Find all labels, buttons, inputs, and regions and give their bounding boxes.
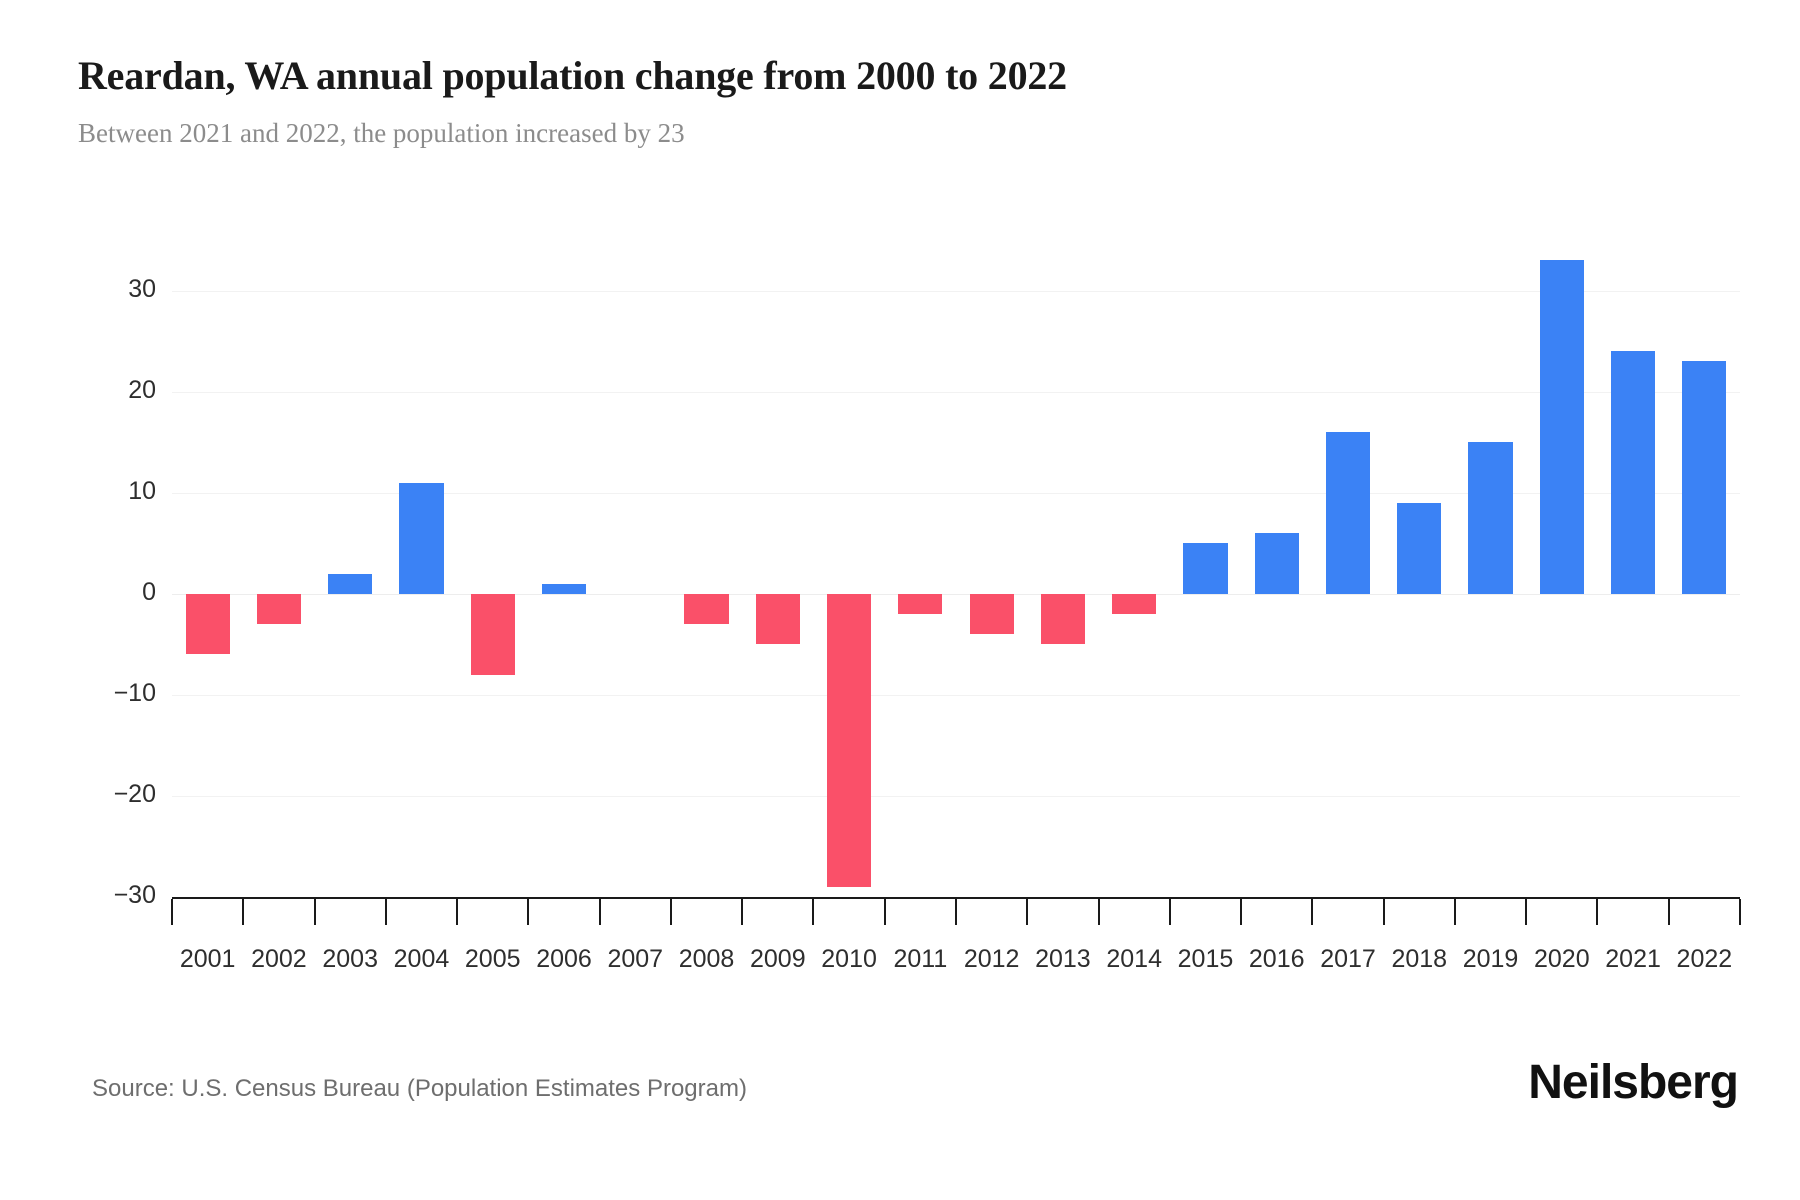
x-tick-label-2008: 2008	[678, 945, 735, 973]
y-tick-label: −30	[113, 881, 156, 909]
x-tick-mark	[1382, 899, 1385, 925]
x-tick-mark	[171, 899, 173, 925]
x-tick-label-2010: 2010	[821, 945, 877, 973]
y-tick-label: 10	[128, 476, 156, 505]
x-tick-label-2014: 2014	[1106, 945, 1162, 973]
x-tick-mark	[313, 899, 316, 925]
gridline	[172, 290, 1740, 292]
x-tick-label-2012: 2012	[963, 945, 1020, 973]
x-tick-mark	[1168, 899, 1171, 925]
bar-2004[interactable]	[399, 482, 444, 594]
x-tick-mark	[1525, 899, 1528, 925]
x-tick-mark	[1739, 899, 1741, 925]
x-tick-label-2019: 2019	[1462, 945, 1519, 973]
bar-2020[interactable]	[1539, 260, 1584, 594]
x-tick-mark	[1596, 899, 1599, 925]
bar-2017[interactable]	[1325, 432, 1371, 594]
y-tick-label: −10	[113, 678, 156, 707]
x-tick-mark	[527, 899, 530, 925]
x-tick-mark	[1026, 899, 1029, 925]
y-tick-label: 0	[142, 577, 156, 606]
x-axis-line	[172, 897, 1740, 899]
x-tick-mark	[456, 899, 459, 925]
x-tick-label-2021: 2021	[1605, 945, 1661, 973]
bar-2006[interactable]	[541, 583, 587, 594]
gridline	[172, 492, 1740, 494]
x-tick-mark	[955, 899, 957, 925]
x-tick-label-2001: 2001	[179, 945, 236, 973]
bar-2003[interactable]	[328, 573, 373, 594]
bar-2013[interactable]	[1040, 593, 1085, 645]
x-tick-label-2005: 2005	[464, 945, 521, 973]
plot-area	[172, 240, 1740, 898]
x-tick-label-2002: 2002	[251, 945, 307, 973]
bar-2022[interactable]	[1682, 361, 1727, 594]
x-tick-label-2003: 2003	[322, 945, 378, 973]
bar-2019[interactable]	[1468, 442, 1513, 594]
bar-2018[interactable]	[1397, 502, 1442, 594]
bar-2012[interactable]	[969, 593, 1014, 635]
y-tick-label: 20	[128, 375, 156, 404]
bar-2014[interactable]	[1112, 593, 1157, 614]
x-tick-label-2006: 2006	[536, 945, 592, 973]
gridline	[172, 795, 1740, 797]
gridline	[172, 593, 1740, 595]
x-tick-label-2007: 2007	[607, 945, 664, 973]
bar-2001[interactable]	[185, 593, 230, 655]
x-tick-mark	[598, 899, 601, 925]
x-tick-label-2020: 2020	[1534, 945, 1590, 973]
bar-2005[interactable]	[470, 593, 515, 675]
page-title: Reardan, WA annual population change fro…	[78, 53, 1067, 98]
x-tick-mark	[1240, 899, 1243, 925]
x-tick-mark	[669, 899, 672, 925]
x-tick-label-2016: 2016	[1248, 945, 1305, 973]
x-tick-mark	[1097, 899, 1100, 925]
x-tick-label-2011: 2011	[893, 945, 948, 973]
x-tick-mark	[1311, 899, 1314, 925]
x-tick-label-2022: 2022	[1676, 945, 1733, 973]
x-tick-label-2015: 2015	[1177, 945, 1234, 973]
y-tick-label: 30	[128, 274, 156, 303]
x-tick-label-2013: 2013	[1035, 945, 1091, 973]
bar-2011[interactable]	[898, 593, 943, 614]
x-tick-label-2018: 2018	[1391, 945, 1448, 973]
x-tick-mark	[741, 899, 744, 925]
x-tick-mark	[883, 899, 886, 925]
x-tick-mark	[812, 899, 815, 925]
gridline	[172, 391, 1740, 393]
brand-logo: Neilsberg	[1528, 1056, 1739, 1109]
x-tick-label-2009: 2009	[750, 945, 806, 973]
x-tick-label-2017: 2017	[1320, 945, 1376, 973]
x-tick-mark	[1667, 899, 1670, 925]
bar-2009[interactable]	[755, 593, 800, 645]
x-tick-mark	[384, 899, 387, 925]
x-tick-label-2004: 2004	[393, 945, 450, 973]
x-tick-mark	[1453, 899, 1456, 925]
bar-2002[interactable]	[256, 593, 301, 625]
bar-2016[interactable]	[1254, 533, 1299, 594]
bar-2008[interactable]	[684, 593, 729, 625]
page-subtitle: Between 2021 and 2022, the population in…	[78, 118, 685, 148]
bar-2015[interactable]	[1183, 543, 1228, 594]
bar-2010[interactable]	[826, 593, 872, 887]
bar-2021[interactable]	[1610, 351, 1656, 594]
y-tick-label: −20	[113, 779, 156, 808]
gridline	[172, 694, 1740, 696]
source-note: Source: U.S. Census Bureau (Population E…	[92, 1075, 747, 1102]
x-tick-mark	[242, 899, 245, 925]
